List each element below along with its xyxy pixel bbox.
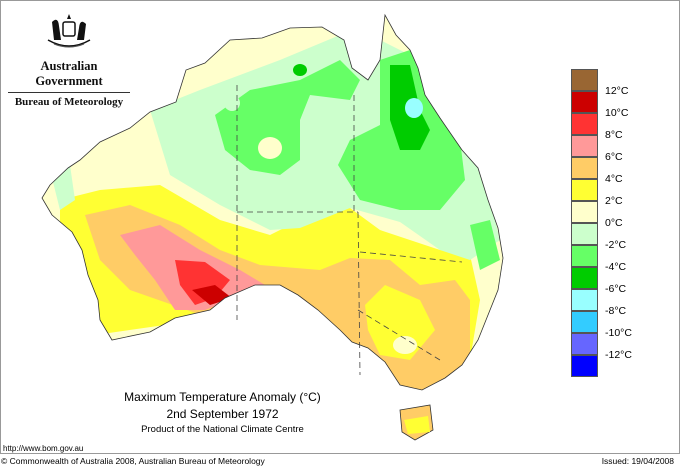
- legend-swatch: [571, 289, 598, 311]
- legend-swatch: [571, 245, 598, 267]
- legend-swatch: [571, 267, 598, 289]
- legend-swatch: [571, 355, 598, 377]
- legend-swatch: [571, 91, 598, 113]
- legend-label: 2°C: [605, 195, 623, 207]
- website-link[interactable]: http://www.bom.gov.au: [3, 444, 84, 453]
- government-logo: Australian Government Bureau of Meteorol…: [8, 12, 130, 108]
- legend-swatch: [571, 179, 598, 201]
- legend-label: 8°C: [605, 129, 623, 141]
- legend-swatch: [571, 223, 598, 245]
- issued-date: Issued: 19/04/2008: [601, 456, 674, 466]
- legend-label: -4°C: [605, 261, 627, 273]
- legend-swatch: [571, 69, 598, 91]
- australia-anomaly-map: [41, 13, 504, 441]
- coat-of-arms-icon: [47, 14, 91, 48]
- legend-label: 4°C: [605, 173, 623, 185]
- legend-swatch: [571, 135, 598, 157]
- map-title-block: Maximum Temperature Anomaly (°C) 2nd Sep…: [100, 390, 345, 435]
- legend-swatch: [571, 113, 598, 135]
- legend-label: -10°C: [605, 327, 632, 339]
- legend-label: 6°C: [605, 151, 623, 163]
- legend-label: -6°C: [605, 283, 627, 295]
- legend-label: -12°C: [605, 349, 632, 361]
- legend-swatch: [571, 157, 598, 179]
- legend-label: 12°C: [605, 85, 629, 97]
- legend-label: 10°C: [605, 107, 629, 119]
- copyright-text: © Commonwealth of Australia 2008, Austra…: [1, 456, 265, 466]
- government-name: Australian Government: [35, 59, 103, 88]
- logo-divider: [8, 92, 130, 93]
- agency-name: Bureau of Meteorology: [14, 96, 124, 108]
- legend-label: -2°C: [605, 239, 627, 251]
- map-title: Maximum Temperature Anomaly (°C): [124, 390, 321, 404]
- legend-label: -8°C: [605, 305, 627, 317]
- map-product: Product of the National Climate Centre: [141, 424, 304, 435]
- map-date: 2nd September 1972: [166, 407, 279, 421]
- legend-label: 0°C: [605, 217, 623, 229]
- legend-swatch: [571, 201, 598, 223]
- legend-swatch: [571, 333, 598, 355]
- legend-swatch: [571, 311, 598, 333]
